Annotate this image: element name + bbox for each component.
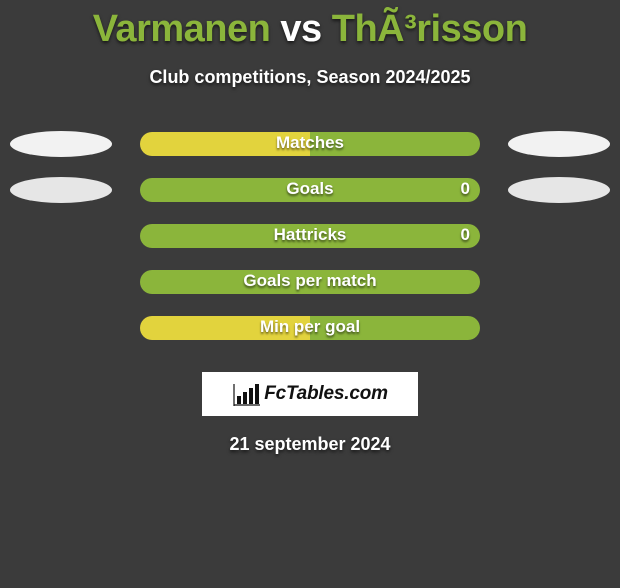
stats-container: MatchesGoals0Hattricks0Goals per matchMi… xyxy=(0,132,620,362)
subtitle: Club competitions, Season 2024/2025 xyxy=(0,67,620,88)
logo-text: FcTables.com xyxy=(264,383,388,405)
stat-row: Goals0 xyxy=(0,178,620,224)
left-value-ellipse xyxy=(10,131,112,157)
left-value-ellipse xyxy=(10,177,112,203)
stat-bar-right xyxy=(140,270,480,294)
date-line: 21 september 2024 xyxy=(0,434,620,455)
stat-bar xyxy=(140,270,480,294)
stat-row: Min per goal xyxy=(0,316,620,362)
stat-bar-right xyxy=(140,224,480,248)
stat-row: Matches xyxy=(0,132,620,178)
stat-right-value: 0 xyxy=(461,225,470,245)
stat-bar-left xyxy=(140,316,310,340)
stat-bar-right xyxy=(310,316,480,340)
fctables-logo: FcTables.com xyxy=(202,372,418,416)
logo-bars-icon xyxy=(232,382,260,406)
stat-bar xyxy=(140,316,480,340)
stat-bar-right xyxy=(140,178,480,202)
stat-right-value: 0 xyxy=(461,179,470,199)
title-left: Varmanen xyxy=(93,8,271,50)
title-right: ThÃ³risson xyxy=(332,8,528,50)
title-vs: vs xyxy=(280,8,321,50)
stat-bar xyxy=(140,178,480,202)
stat-row: Goals per match xyxy=(0,270,620,316)
stat-row: Hattricks0 xyxy=(0,224,620,270)
page-title: Varmanen vs ThÃ³risson xyxy=(0,8,620,51)
stat-bar-right xyxy=(310,132,480,156)
stat-bar xyxy=(140,224,480,248)
right-value-ellipse xyxy=(508,177,610,203)
stat-bar-left xyxy=(140,132,310,156)
stat-bar xyxy=(140,132,480,156)
right-value-ellipse xyxy=(508,131,610,157)
